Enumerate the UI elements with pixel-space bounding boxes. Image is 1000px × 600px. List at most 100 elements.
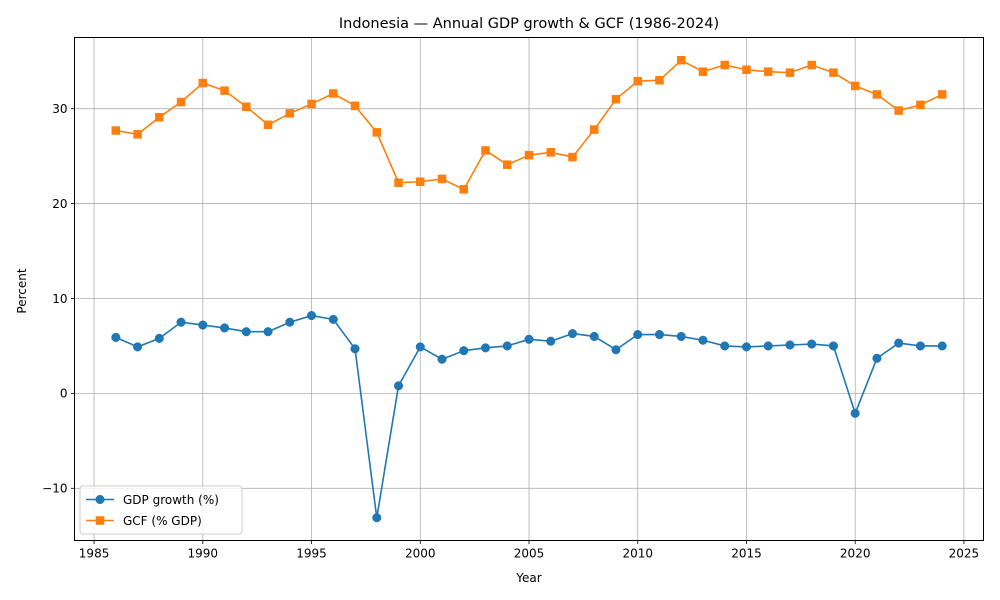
- data-point-circle: [894, 338, 904, 348]
- data-point-square: [437, 174, 447, 184]
- data-point-square: [655, 75, 664, 85]
- data-point-square: [416, 177, 425, 187]
- data-point-circle: [807, 339, 817, 349]
- data-point-circle: [133, 342, 143, 352]
- data-point-square: [633, 76, 642, 86]
- data-point-square: [698, 67, 708, 76]
- series-gdp-growth: [111, 311, 947, 523]
- data-point-square: [807, 60, 816, 70]
- x-tick-label: 2010: [622, 547, 653, 561]
- data-point-square: [872, 90, 882, 99]
- legend: GDP growth (%) GCF (% GDP): [79, 485, 243, 535]
- data-point-circle: [459, 346, 469, 356]
- data-point-circle: [220, 323, 230, 333]
- data-point-circle: [111, 332, 121, 342]
- data-point-circle: [567, 329, 578, 339]
- data-point-circle: [698, 335, 708, 345]
- data-point-square: [546, 148, 555, 157]
- x-tick-label: 2005: [514, 547, 545, 561]
- data-point-circle: [154, 333, 164, 343]
- data-point-square: [176, 97, 186, 107]
- y-tick-label: 20: [52, 197, 67, 211]
- data-point-square: [589, 125, 599, 134]
- data-point-square: [394, 178, 403, 187]
- data-point-circle: [589, 331, 599, 342]
- data-point-square: [372, 128, 382, 137]
- data-point-circle: [915, 341, 925, 351]
- data-point-square: [242, 102, 251, 112]
- x-tick-label: 2025: [949, 547, 980, 561]
- data-point-circle: [611, 345, 621, 355]
- data-point-square: [307, 99, 316, 109]
- data-point-circle: [241, 327, 251, 337]
- data-point-square: [133, 130, 142, 139]
- data-point-circle: [263, 327, 273, 337]
- data-point-circle: [785, 340, 795, 350]
- y-tick-label: 0: [60, 387, 68, 401]
- data-point-circle: [654, 330, 665, 340]
- x-tick-label: 1985: [79, 547, 110, 561]
- data-point-square: [568, 152, 577, 162]
- x-tick-label: 2020: [840, 547, 871, 561]
- x-axis-label: Year: [515, 571, 541, 585]
- data-point-square: [829, 68, 838, 77]
- data-point-square: [894, 106, 903, 115]
- data-point-circle: [350, 344, 360, 354]
- chart-title: Indonesia — Annual GDP growth & GCF (198…: [339, 16, 719, 32]
- data-point-circle: [285, 317, 295, 327]
- series-layer: [111, 56, 947, 523]
- legend-box: [79, 485, 243, 535]
- data-point-square: [742, 65, 751, 75]
- data-point-circle: [741, 342, 752, 352]
- data-point-square: [263, 120, 273, 130]
- series-gcf: [111, 56, 947, 194]
- data-point-circle: [176, 317, 186, 327]
- data-point-square: [524, 150, 534, 160]
- data-point-circle: [372, 513, 382, 523]
- data-point-circle: [850, 408, 860, 418]
- data-point-square: [155, 112, 164, 122]
- data-point-circle: [546, 336, 556, 346]
- data-point-square: [503, 160, 512, 169]
- grid: [74, 37, 984, 541]
- data-point-square: [329, 89, 338, 98]
- data-point-circle: [937, 341, 947, 351]
- legend-marker-square: [95, 516, 105, 525]
- data-point-square: [111, 126, 121, 135]
- legend-marker-circle: [95, 494, 105, 505]
- data-point-square: [937, 90, 947, 99]
- axis-ticks: 1985 1990 1995 2000 2005 2010 2015 2020 2025−100…: [42, 102, 979, 561]
- data-point-circle: [415, 342, 425, 352]
- data-point-circle: [480, 343, 491, 353]
- x-tick-label: 1995: [296, 547, 327, 561]
- x-tick-label: 1990: [188, 547, 219, 561]
- data-point-square: [285, 109, 295, 118]
- data-point-circle: [328, 314, 338, 324]
- data-point-circle: [872, 353, 882, 363]
- data-point-circle: [828, 341, 838, 351]
- data-point-circle: [306, 311, 317, 321]
- x-tick-label: 2015: [731, 547, 762, 561]
- data-point-square: [763, 67, 773, 76]
- data-point-square: [481, 146, 490, 155]
- data-point-circle: [720, 341, 730, 351]
- data-point-square: [916, 100, 925, 110]
- data-point-circle: [763, 341, 773, 351]
- data-point-square: [220, 86, 229, 95]
- data-point-square: [198, 78, 208, 88]
- legend-label: GDP growth (%): [123, 493, 219, 507]
- legend-label: GCF (% GDP): [123, 514, 202, 528]
- data-point-circle: [633, 330, 643, 340]
- data-point-circle: [502, 341, 512, 351]
- data-point-square: [785, 68, 795, 77]
- data-point-circle: [393, 381, 404, 391]
- y-axis-label: Percent: [15, 268, 29, 313]
- data-point-square: [720, 60, 729, 70]
- data-point-square: [459, 185, 469, 194]
- data-point-circle: [676, 331, 686, 342]
- y-tick-label: 10: [52, 292, 67, 306]
- data-point-circle: [437, 354, 447, 364]
- data-point-square: [676, 56, 686, 65]
